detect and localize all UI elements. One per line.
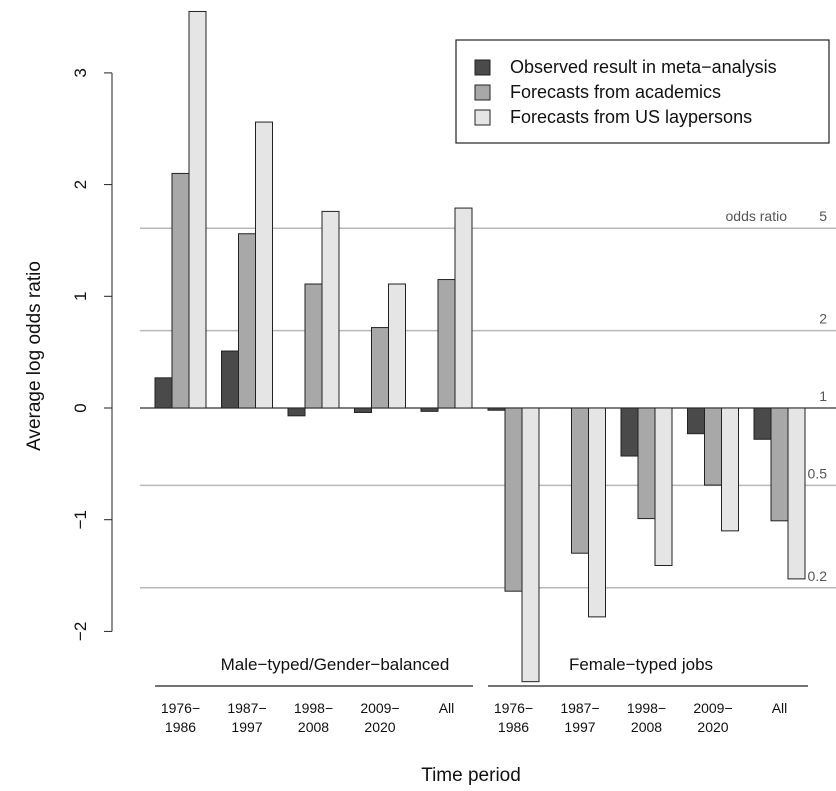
bar — [770, 407, 789, 522]
y-tick-label: 2 — [71, 180, 90, 189]
legend-label: Observed result in meta−analysis — [510, 57, 777, 77]
reference-line-label: 1 — [819, 388, 827, 404]
x-axis: Male−typed/Gender−balanced Female−typed j… — [155, 655, 808, 735]
bar — [371, 327, 389, 409]
bar — [255, 121, 273, 409]
x-tick-label: All — [772, 700, 788, 716]
reference-lines-title: odds ratio — [726, 208, 788, 224]
bar — [221, 350, 239, 409]
x-tick-label: All — [439, 700, 455, 716]
x-tick-label: 1976− — [161, 700, 200, 716]
bar — [154, 377, 173, 409]
bar — [188, 10, 207, 409]
bar — [504, 407, 523, 592]
x-tick-label: 1998− — [294, 700, 333, 716]
bar — [753, 407, 772, 440]
x-tick-label: 1976− — [494, 700, 533, 716]
x-tick-label: 1997 — [231, 719, 262, 735]
bar — [571, 407, 589, 554]
bar — [521, 407, 540, 683]
x-tick-label: 1987− — [227, 700, 266, 716]
y-tick-label: 0 — [71, 403, 90, 412]
y-tick-label: 1 — [71, 292, 90, 301]
bar — [454, 207, 473, 409]
bar — [388, 283, 406, 409]
legend-swatch — [474, 59, 491, 76]
x-tick-label: 2020 — [364, 719, 395, 735]
legend-label: Forecasts from US laypersons — [510, 107, 752, 127]
y-tick-label: −1 — [71, 510, 90, 529]
y-axis-title: Average log odds ratio — [24, 261, 45, 451]
reference-line-label: 5 — [819, 208, 827, 224]
bar — [687, 407, 705, 435]
bar — [704, 407, 722, 486]
bar — [787, 407, 806, 580]
reference-line-label: 0.2 — [808, 568, 828, 584]
legend: Observed result in meta−analysis Forecast… — [455, 39, 830, 144]
bar — [420, 407, 439, 412]
bar — [588, 407, 606, 618]
x-tick-label: 1998− — [627, 700, 666, 716]
y-tick-label: −2 — [71, 622, 90, 641]
y-tick-label: 3 — [71, 68, 90, 77]
x-tick-label: 1986 — [498, 719, 529, 735]
legend-box — [455, 39, 830, 144]
x-axis-title: Time period — [421, 765, 521, 786]
bars — [140, 10, 836, 683]
bar — [354, 407, 372, 413]
x-tick-label: 2008 — [631, 719, 662, 735]
bar — [654, 407, 673, 566]
bar — [287, 407, 306, 417]
x-tick-label: 2008 — [298, 719, 329, 735]
group-label: Female−typed jobs — [569, 655, 713, 674]
bar — [721, 407, 739, 532]
group-label: Male−typed/Gender−balanced — [221, 655, 450, 674]
bar — [637, 407, 656, 520]
legend-swatch — [474, 84, 491, 101]
legend-label: Forecasts from academics — [510, 82, 721, 102]
y-axis: 3 2 1 0 −1 −2 — [71, 68, 113, 641]
x-tick-label: 1986 — [165, 719, 196, 735]
bar — [321, 210, 340, 409]
bar — [171, 172, 190, 409]
legend-swatch — [474, 109, 491, 126]
x-tick-label: 2009− — [360, 700, 399, 716]
x-tick-label: 2009− — [693, 700, 732, 716]
reference-line-label: 0.5 — [808, 465, 828, 481]
bar — [238, 233, 256, 409]
reference-line-label: 2 — [819, 311, 827, 327]
x-tick-label: 2020 — [697, 719, 728, 735]
x-tick-label: 1997 — [564, 719, 595, 735]
bar — [620, 407, 639, 457]
bar — [437, 279, 456, 409]
bar — [304, 283, 323, 409]
x-tick-label: 1987− — [560, 700, 599, 716]
